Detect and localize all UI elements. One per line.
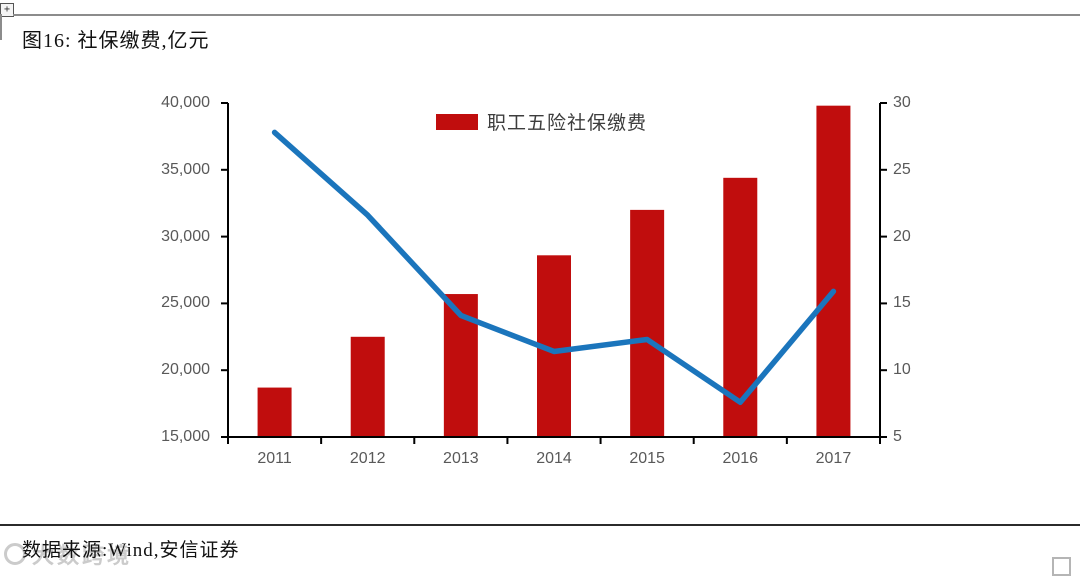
axis-tick-label: 2012 xyxy=(349,450,386,467)
watermark-text: 大数跨境 xyxy=(32,543,133,568)
axis-tick-label: 25,000 xyxy=(161,294,210,312)
watermark-logo-icon xyxy=(4,543,26,565)
axis-tick-label: 5 xyxy=(893,428,902,445)
axis-tick-label: 2015 xyxy=(629,450,665,467)
axis-tick-label: 30,000 xyxy=(161,227,210,245)
axis-tick-label: 20,000 xyxy=(161,361,210,379)
source-text: 数据来源:Wind,安信证券 xyxy=(22,540,240,561)
axis-tick-label: 35,000 xyxy=(161,160,210,178)
chart-legend: 职工五险社保缴费 xyxy=(436,108,647,135)
axis-tick-label: 2014 xyxy=(536,450,572,467)
figure-title: 图16: 社保缴费,亿元 xyxy=(22,30,210,52)
top-divider xyxy=(13,14,1080,16)
axis-tick-label: 2013 xyxy=(443,450,479,467)
axis-tick-label: 30 xyxy=(893,94,911,111)
bar xyxy=(257,387,292,437)
axis-tick-label: 15 xyxy=(893,294,911,312)
legend-label: 职工五险社保缴费 xyxy=(487,113,648,134)
bar xyxy=(630,209,665,437)
growth-line xyxy=(271,129,837,406)
watermark: 大数跨境 xyxy=(4,538,132,570)
axis-tick-label: 2011 xyxy=(257,450,292,467)
axis-tick-label: 15,000 xyxy=(161,428,210,445)
left-border-fragment xyxy=(0,14,2,40)
legend-swatch-bar xyxy=(436,113,478,130)
plot-area xyxy=(221,102,887,444)
axis-tick-label: 25 xyxy=(893,160,911,178)
axis-tick-label: 2017 xyxy=(815,450,852,467)
axis-tick-label: 20 xyxy=(893,227,911,245)
bar xyxy=(350,336,385,437)
axis-tick-label: 10 xyxy=(893,361,911,379)
bottom-divider xyxy=(0,524,1080,526)
resize-handle-icon[interactable] xyxy=(1052,557,1071,576)
bar xyxy=(816,105,851,437)
table-move-handle-icon[interactable]: + xyxy=(0,3,14,17)
axis-tick-label: 40,000 xyxy=(161,94,210,111)
axis-tick-label: 2016 xyxy=(722,450,759,467)
